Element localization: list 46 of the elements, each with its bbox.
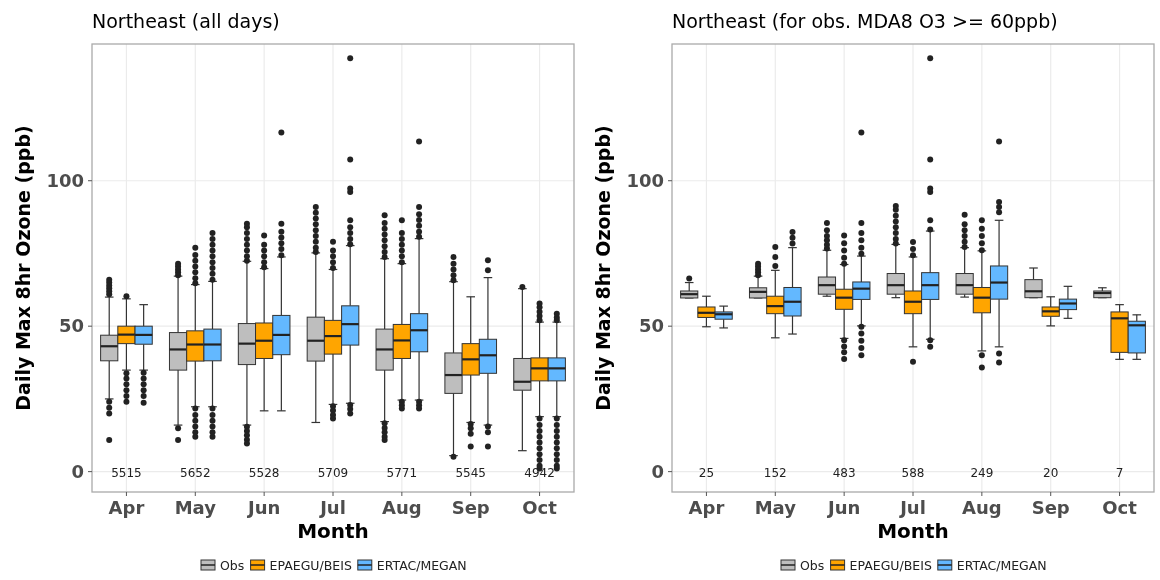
annotation: 20: [1043, 465, 1059, 480]
x-tick-label: Sep: [451, 497, 490, 518]
x-tick-label: Jul: [898, 497, 926, 518]
y-tick-label: 50: [638, 315, 664, 337]
annotation: 152: [763, 465, 787, 480]
annotation: 5545: [455, 465, 486, 480]
annotation: 7: [1115, 465, 1124, 480]
legend-label: Obs: [800, 558, 825, 573]
y-tick-label: 0: [651, 460, 664, 482]
legend-label: EPAEGU/BEIS: [849, 558, 932, 573]
legend-label: EPAEGU/BEIS: [269, 558, 352, 573]
annotation: 249: [970, 465, 994, 480]
x-tick-label: Apr: [688, 497, 725, 518]
y-tick-label: 100: [46, 170, 84, 192]
annotation: 25: [698, 465, 715, 480]
x-tick-label: Jun: [825, 497, 861, 518]
y-tick-label: 0: [71, 460, 84, 482]
x-tick-label: Jul: [318, 497, 346, 518]
x-tick-label: Oct: [522, 497, 558, 518]
annotation: 588: [901, 465, 925, 480]
annotation: 5652: [180, 465, 211, 480]
annotation: 5515: [111, 465, 142, 480]
y-tick-label: 50: [58, 315, 84, 337]
legend-label: ERTAC/MEGAN: [956, 558, 1047, 573]
chart-title: Northeast (all days): [92, 10, 280, 32]
x-tick-label: May: [174, 497, 217, 518]
legend-label: Obs: [220, 558, 245, 573]
x-tick-label: Aug: [382, 497, 422, 518]
y-axis-title: Daily Max 8hr Ozone (ppb): [592, 125, 614, 411]
x-axis-title: Month: [297, 519, 369, 543]
y-tick-label: 100: [626, 170, 664, 192]
y-axis-title: Daily Max 8hr Ozone (ppb): [12, 125, 34, 411]
x-tick-label: Oct: [1102, 497, 1138, 518]
x-axis-title: Month: [877, 519, 949, 543]
annotation: 483: [832, 465, 856, 480]
annotation: 5771: [386, 465, 418, 480]
x-tick-label: Jun: [245, 497, 281, 518]
annotation: 5528: [248, 465, 280, 480]
chart-title: Northeast (for obs. MDA8 O3 >= 60ppb): [672, 10, 1058, 32]
x-tick-label: May: [754, 497, 797, 518]
legend-label: ERTAC/MEGAN: [376, 558, 467, 573]
x-tick-label: Aug: [962, 497, 1002, 518]
x-tick-label: Sep: [1031, 497, 1070, 518]
annotation: 4942: [524, 465, 555, 480]
annotation: 5709: [317, 465, 349, 480]
x-tick-label: Apr: [108, 497, 145, 518]
